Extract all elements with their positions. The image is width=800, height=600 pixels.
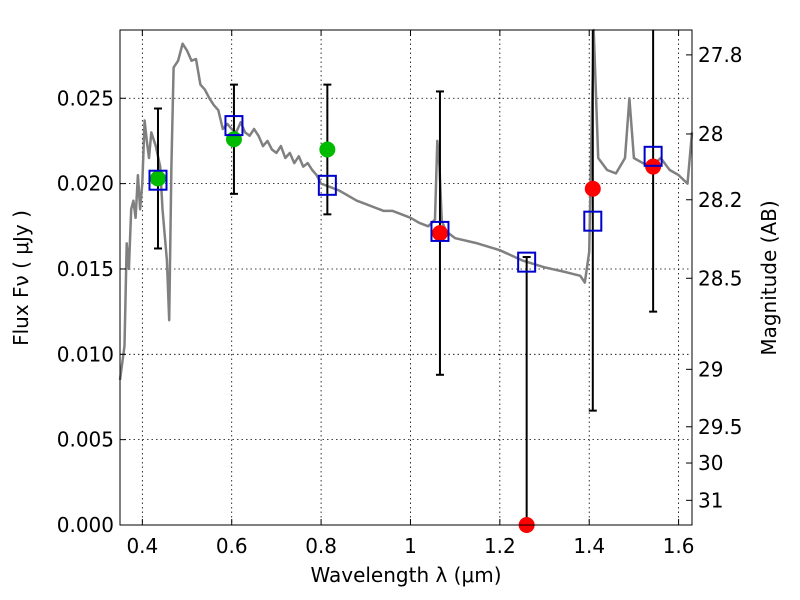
model-photometry-square (583, 210, 603, 232)
model-photometry-square (517, 251, 537, 273)
y-axis-ticks: 0.000 0.005 0.010 0.015 0.020 0.025 (57, 86, 126, 537)
model-photometry-square (224, 115, 244, 137)
magnitude-tick-label: 28 (698, 122, 723, 146)
x-tick-label: 1.6 (663, 534, 695, 558)
x-tick-label: 0.8 (305, 534, 337, 558)
model-photometry-square (317, 174, 337, 196)
magnitude-tick-label: 30 (698, 451, 723, 475)
x-tick-label: 1.4 (573, 534, 605, 558)
x-tick-label: 1 (404, 534, 417, 558)
x-axis-ticks: 0.4 0.6 0.8 1 1.2 1.4 1.6 (126, 30, 695, 558)
model-photometry-square (643, 145, 663, 167)
detection-point (319, 141, 336, 158)
data-points (149, 131, 662, 533)
magnitude-tick-label: 28.2 (698, 188, 743, 212)
magnitude-tick-label: 29 (698, 357, 723, 381)
y-tick-label: 0.000 (57, 513, 114, 537)
model-spectrum (118, 28, 694, 381)
x-tick-label: 0.4 (126, 534, 158, 558)
detection-point (225, 131, 242, 148)
magnitude-tick-label: 28.5 (698, 266, 743, 290)
y-tick-label: 0.020 (57, 172, 114, 196)
magnitude-tick-label: 31 (698, 488, 723, 512)
y-tick-label: 0.005 (57, 428, 114, 452)
model-photometry-squares (148, 115, 663, 273)
x-tick-label: 1.2 (484, 534, 516, 558)
upper-limit-point (584, 180, 601, 197)
grid (120, 30, 692, 526)
magnitude-axis-title: Magnitude (AB) (757, 200, 781, 355)
magnitude-axis-ticks: 27.8 28 28.2 28.5 29 29.5 30 31 (686, 43, 743, 512)
model-photometry-square (430, 220, 450, 242)
magnitude-tick-label: 27.8 (698, 43, 743, 67)
magnitude-tick-label: 29.5 (698, 415, 743, 439)
y-tick-label: 0.025 (57, 86, 114, 110)
detection-point (149, 170, 166, 187)
model-photometry-square (148, 169, 168, 191)
upper-limit-point (431, 225, 448, 242)
x-tick-label: 0.6 (216, 534, 248, 558)
y-tick-label: 0.015 (57, 257, 114, 281)
plot-frame (119, 29, 693, 526)
y-tick-label: 0.010 (57, 342, 114, 366)
y-axis-title: Flux Fν ( μJy ) (9, 210, 33, 346)
model-spectrum-line (118, 28, 694, 381)
x-axis-title: Wavelength λ (μm) (310, 563, 501, 587)
